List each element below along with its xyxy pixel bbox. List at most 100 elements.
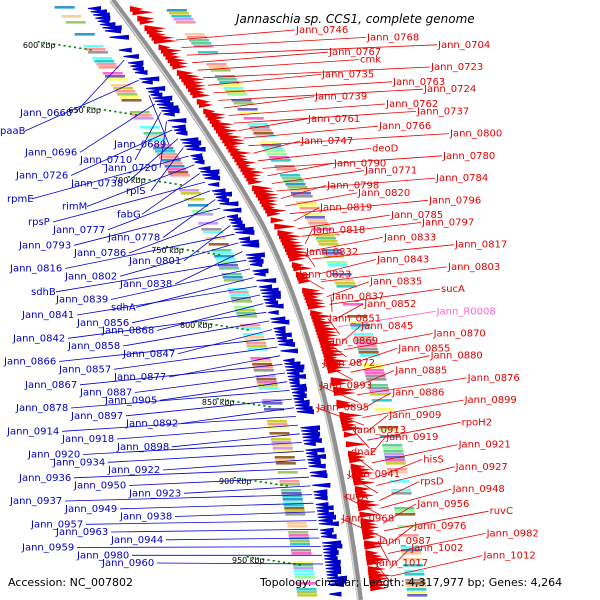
gene-label-reverse[interactable]: Jann_0816 — [9, 264, 62, 275]
gene-label-reverse[interactable]: Jann_0918 — [61, 434, 114, 445]
gene-label-forward[interactable]: Jann_0851 — [328, 314, 381, 325]
gene-label-forward[interactable]: Jann_1012 — [483, 551, 536, 562]
gene-label-forward[interactable]: ruvC — [490, 506, 513, 517]
gene-label-reverse[interactable]: Jann_0866 — [3, 357, 56, 368]
gene-label-reverse[interactable]: Jann_0777 — [52, 225, 105, 236]
gene-label-reverse[interactable]: Jann_0898 — [116, 442, 169, 453]
gene-label-forward[interactable]: Jann_0820 — [357, 188, 410, 199]
gene-label-forward[interactable]: Jann_0747 — [300, 136, 353, 147]
gene-label-reverse[interactable]: Jann_0920 — [27, 450, 80, 461]
gene-label-reverse[interactable]: paaB — [0, 126, 26, 137]
gene-label-forward[interactable]: Jann_0921 — [458, 440, 511, 451]
gene-label-reverse[interactable]: Jann_0922 — [107, 465, 160, 476]
gene-label-forward[interactable]: Jann_1017 — [375, 558, 428, 569]
gene-label-forward[interactable]: Jann_0818 — [312, 225, 365, 236]
gene-label-forward[interactable]: Jann_0982 — [486, 528, 539, 539]
gene-label-forward[interactable]: Jann_0876 — [467, 373, 520, 384]
gene-label-forward[interactable]: rpoH2 — [462, 417, 492, 428]
gene-label-forward[interactable]: Jann_0833 — [383, 232, 436, 243]
gene-label-forward[interactable]: Jann_0784 — [435, 173, 488, 184]
gene-label-forward[interactable]: Jann_0785 — [390, 210, 443, 221]
gene-label-forward[interactable]: Jann_0976 — [413, 521, 466, 532]
gene-label-forward[interactable]: Jann_0869 — [325, 336, 378, 347]
gene-label-reverse[interactable]: Jann_0793 — [18, 240, 71, 251]
gene-label-reverse[interactable]: rpmE — [7, 194, 34, 205]
gene-label-reverse[interactable]: Jann_0944 — [110, 535, 163, 546]
gene-label-reverse[interactable]: Jann_0934 — [52, 457, 105, 468]
gene-label-forward[interactable]: Jann_0823 — [298, 269, 351, 280]
gene-label-reverse[interactable]: Jann_0963 — [55, 527, 108, 538]
gene-label-reverse[interactable]: Jann_0858 — [67, 341, 120, 352]
gene-label-forward[interactable]: Jann_0895 — [316, 403, 369, 414]
gene-label-reverse[interactable]: Jann_0660 — [19, 108, 72, 119]
gene-label-forward[interactable]: Jann_0832 — [305, 247, 358, 258]
gene-label-forward[interactable]: Jann_0872 — [322, 358, 375, 369]
gene-label-forward[interactable]: Jann_0803 — [447, 262, 500, 273]
gene-label-reverse[interactable]: Jann_0838 — [119, 279, 172, 290]
gene-label-reverse[interactable]: Jann_0867 — [24, 380, 77, 391]
gene-label-reverse[interactable]: Jann_0950 — [73, 481, 126, 492]
gene-label-reverse[interactable]: Jann_0949 — [64, 504, 117, 515]
gene-label-reverse[interactable]: Jann_0905 — [104, 395, 157, 406]
gene-label-forward[interactable]: ruvA — [345, 491, 368, 502]
gene-label-reverse[interactable]: Jann_0878 — [15, 403, 68, 414]
gene-label-forward[interactable]: Jann_0845 — [360, 321, 413, 332]
gene-label-forward[interactable]: Jann_0819 — [319, 203, 372, 214]
gene-label-forward[interactable]: rpsD — [420, 477, 444, 488]
gene-label-forward[interactable]: Jann_0800 — [449, 129, 502, 140]
gene-label-reverse[interactable]: rimM — [62, 202, 87, 213]
gene-label-reverse[interactable]: Jann_0937 — [9, 496, 62, 507]
gene-label-reverse[interactable]: Jann_0877 — [113, 372, 166, 383]
gene-label-reverse[interactable]: Jann_0887 — [79, 388, 132, 399]
gene-label-reverse[interactable]: sdhB — [31, 287, 56, 298]
gene-label-forward[interactable]: Jann_0817 — [454, 240, 507, 251]
gene-label-forward[interactable]: Jann_0987 — [378, 536, 431, 547]
gene-label-reverse[interactable]: Jann_0786 — [73, 248, 126, 259]
gene-label-forward[interactable]: dnaE — [351, 447, 376, 458]
gene-label-reverse[interactable]: Jann_0892 — [125, 419, 178, 430]
gene-label-forward[interactable]: Jann_0880 — [430, 351, 483, 362]
gene-label-forward[interactable]: Jann_0843 — [376, 255, 429, 266]
gene-label-reverse[interactable]: Jann_0689 — [113, 140, 166, 151]
gene-label-forward[interactable]: Jann_0798 — [326, 181, 379, 192]
gene-label-forward[interactable]: Jann_0919 — [385, 432, 438, 443]
gene-label-forward[interactable]: Jann_0768 — [366, 32, 419, 43]
gene-label-reverse[interactable]: rplS — [126, 186, 146, 197]
gene-label-reverse[interactable]: fabG — [117, 209, 141, 220]
gene-label-forward[interactable]: Jann_0762 — [385, 99, 438, 110]
gene-label-forward[interactable]: Jann_0948 — [452, 484, 505, 495]
gene-label-forward[interactable]: Jann_0761 — [307, 114, 360, 125]
gene-label-reverse[interactable]: Jann_0923 — [128, 488, 181, 499]
gene-label-forward[interactable]: Jann_0724 — [423, 84, 476, 95]
gene-label-forward[interactable]: Jann_0913 — [353, 425, 406, 436]
gene-label-forward[interactable]: Jann_0927 — [455, 462, 508, 473]
gene-label-reverse[interactable]: Jann_0897 — [70, 411, 123, 422]
gene-label-reverse[interactable]: rpsP — [28, 217, 50, 228]
gene-label-reverse[interactable]: Jann_0726 — [15, 171, 68, 182]
gene-label-forward[interactable]: Jann_0723 — [430, 62, 483, 73]
gene-label-forward[interactable]: Jann_0886 — [391, 388, 444, 399]
gene-label-forward[interactable]: Jann_0968 — [341, 514, 394, 525]
gene-label-forward[interactable]: Jann_0771 — [364, 166, 417, 177]
gene-label-forward[interactable]: Jann_0767 — [328, 47, 381, 58]
gene-label-forward[interactable]: Jann_0909 — [388, 410, 441, 421]
gene-label-reverse[interactable]: Jann_0914 — [6, 426, 59, 437]
gene-label-reverse[interactable]: Jann_0841 — [21, 310, 74, 321]
gene-label-forward[interactable]: Jann_0704 — [437, 40, 490, 51]
gene-label-reverse[interactable]: sdhA — [111, 302, 136, 313]
gene-label-forward[interactable]: Jann_0852 — [363, 299, 416, 310]
gene-label-forward[interactable]: Jann_0893 — [319, 380, 372, 391]
gene-label-reverse[interactable]: Jann_0720 — [104, 163, 157, 174]
gene-label-reverse[interactable]: Jann_0957 — [30, 519, 83, 530]
gene-label-forward[interactable]: Jann_0780 — [442, 151, 495, 162]
gene-label-reverse[interactable]: Jann_0959 — [21, 543, 74, 554]
gene-label-forward[interactable]: Jann_0790 — [333, 158, 386, 169]
gene-label-reverse[interactable]: Jann_0842 — [12, 333, 65, 344]
gene-label-forward[interactable]: Jann_0941 — [347, 469, 400, 480]
gene-label-reverse[interactable]: Jann_0839 — [55, 295, 108, 306]
gene-label-reverse[interactable]: Jann_0802 — [64, 271, 117, 282]
gene-label-forward[interactable]: sucA — [441, 284, 465, 295]
gene-label-rna[interactable]: Jann_R0008 — [436, 306, 496, 317]
gene-label-reverse[interactable]: Jann_0960 — [101, 558, 154, 569]
gene-label-reverse[interactable]: Jann_0801 — [128, 256, 181, 267]
